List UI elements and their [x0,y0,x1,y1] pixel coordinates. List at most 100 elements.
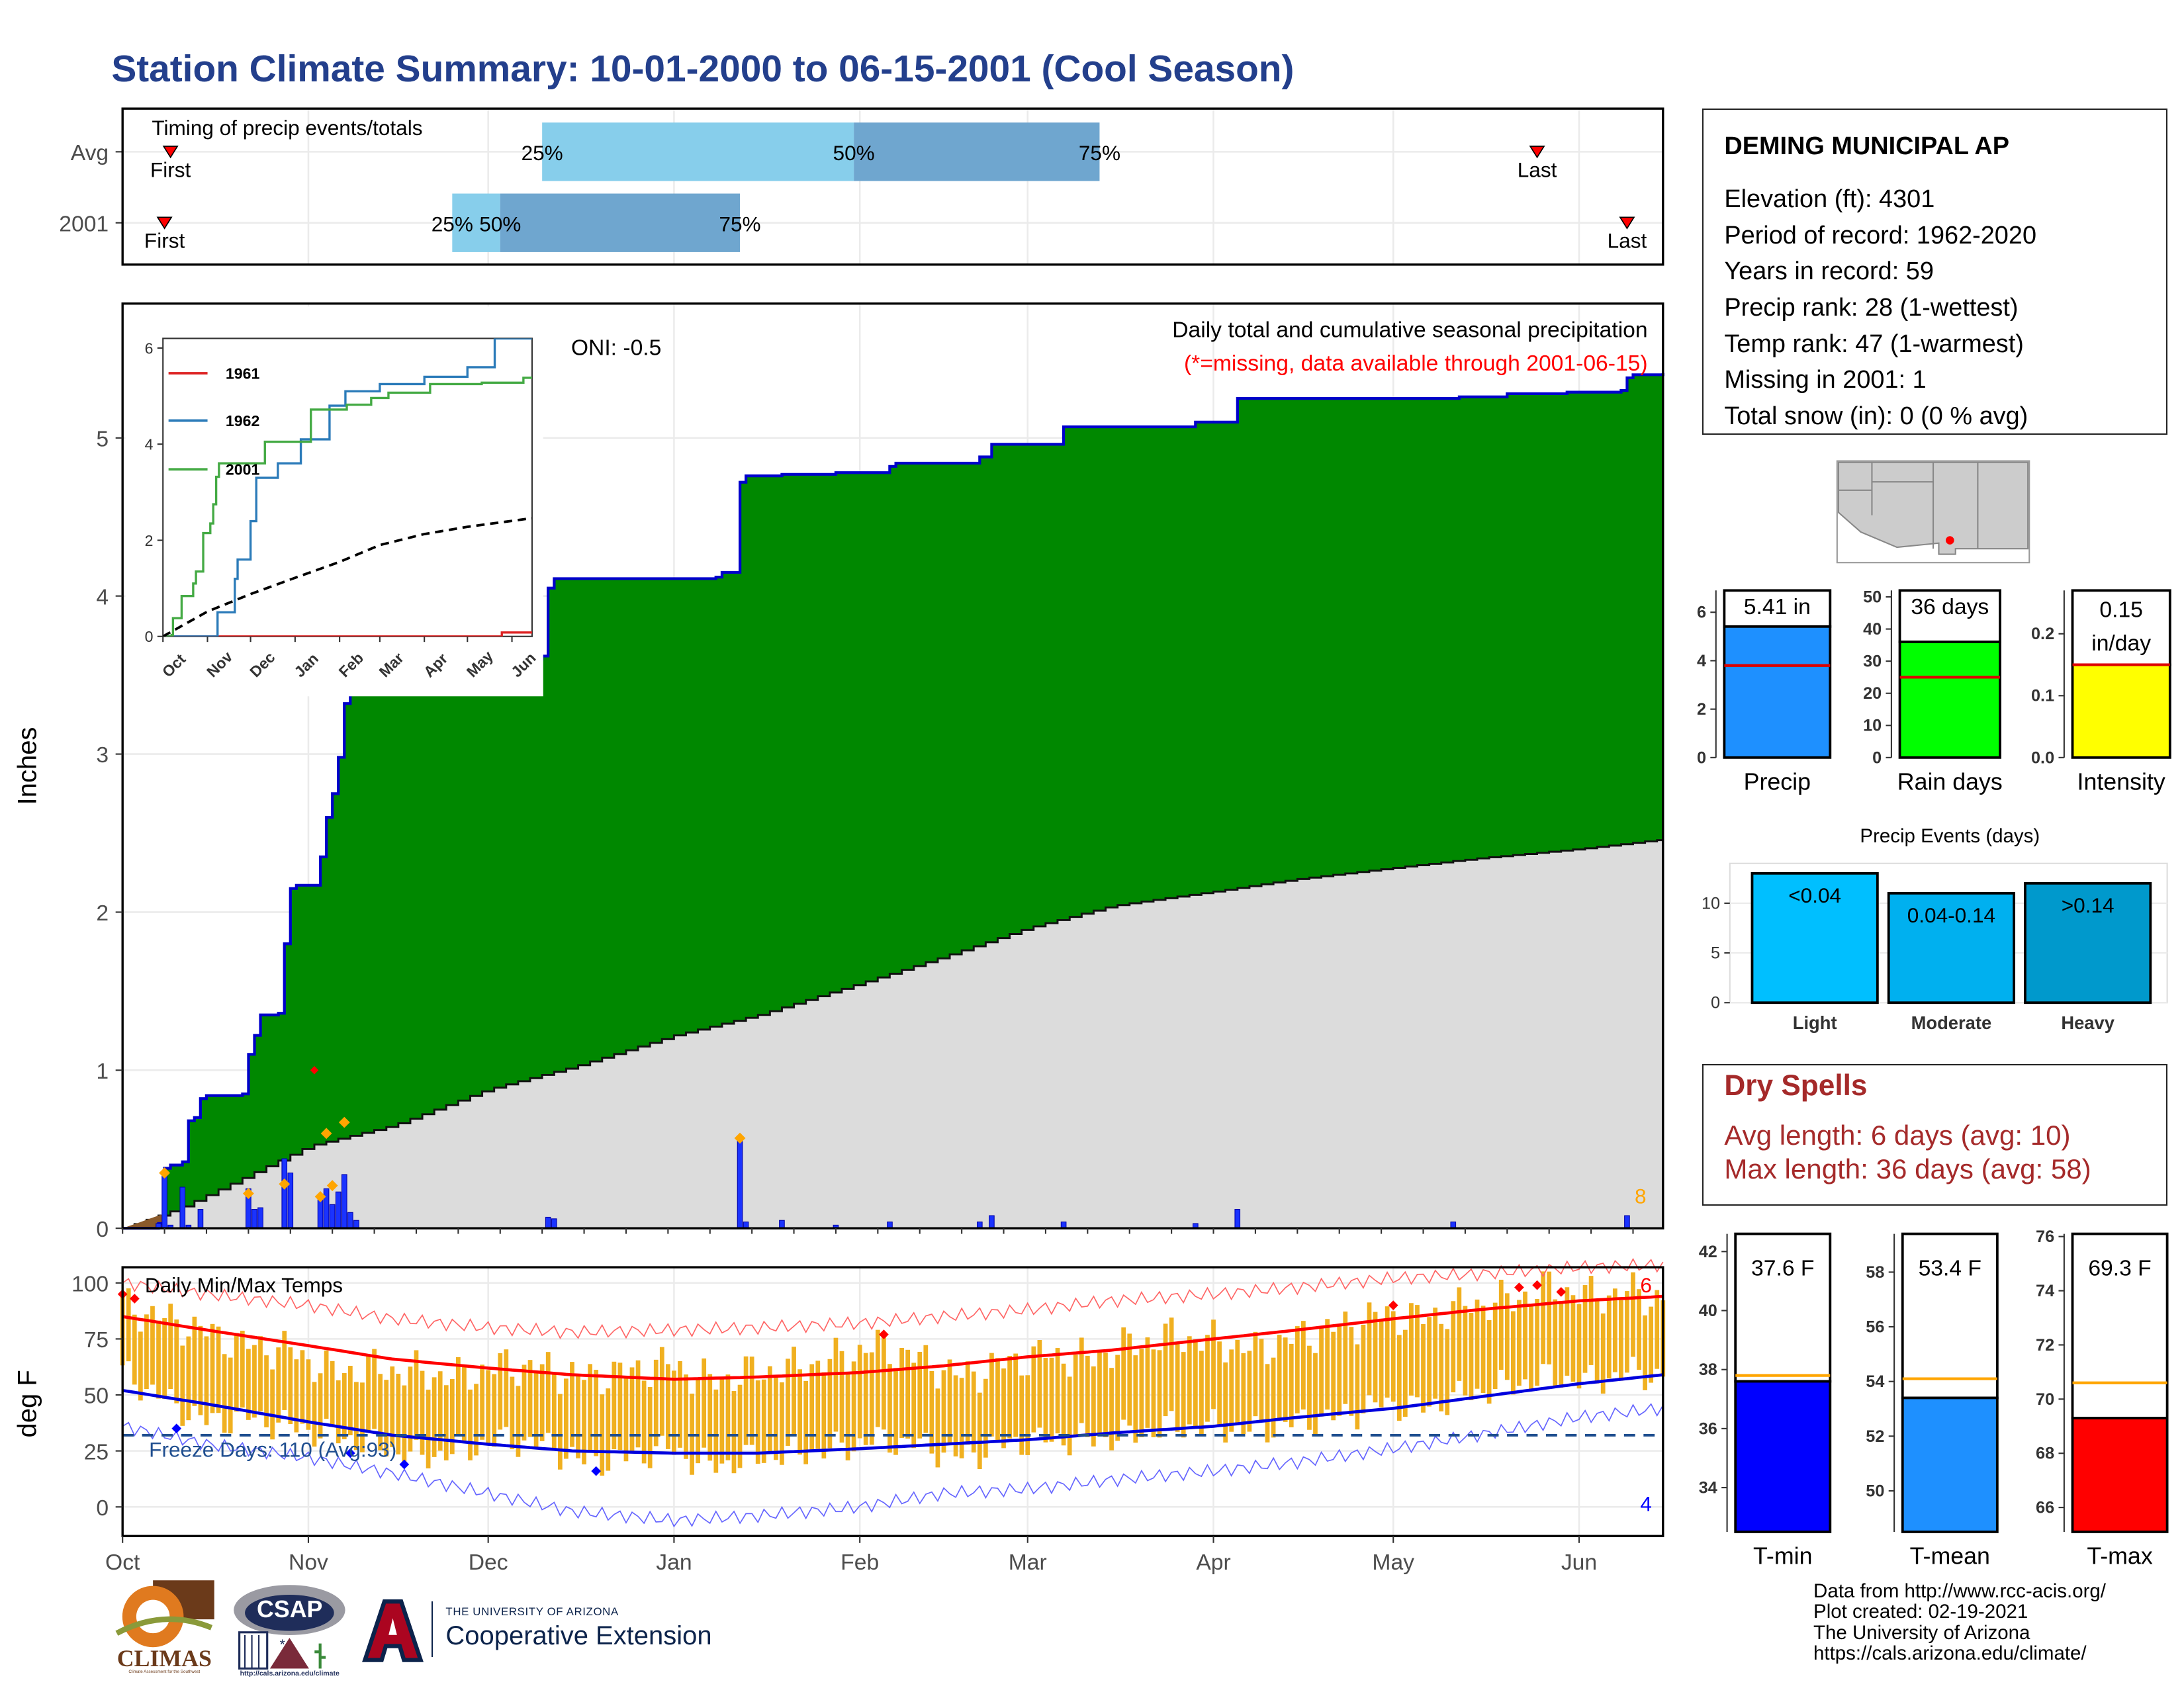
rain-days-ytick-label: 40 [1863,620,1882,639]
intensity-value-unit: in/day [2091,631,2151,656]
daily-temp-bar [600,1394,605,1476]
tmax-ytick-label: 68 [2036,1445,2054,1463]
rain-days-ytick-label: 20 [1863,684,1882,703]
inset-series-1961 [163,631,532,637]
daily-temp-bar [899,1347,904,1439]
info-years: Years in record: 59 [1724,257,1934,286]
daily-temp-bar [1181,1352,1186,1438]
events-ytick-label: 0 [1711,994,1720,1012]
daily-temp-bar [1451,1301,1456,1393]
timing-bar-late [500,193,741,252]
daily-temp-bar [492,1374,497,1447]
record-low-count: 4 [1640,1492,1652,1515]
intensity-ytick-label: 0.1 [2031,687,2054,705]
tmin-ytick-label: 36 [1699,1419,1717,1438]
info-total-snow: Total snow (in): 0 (0 % avg) [1724,402,2028,431]
last-event-label: Last [1518,157,1557,181]
dry-spells-avg: Avg length: 6 days (avg: 10) [1724,1120,2071,1151]
daily-temp-bar [1349,1327,1354,1416]
daily-temp-bar [1421,1323,1426,1413]
daily-temp-bar [1139,1349,1144,1437]
daily-temp-bar [1259,1339,1264,1422]
daily-temp-bar [1043,1358,1048,1443]
events-bar-label: 0.04-0.14 [1907,903,1995,927]
precip-ytick-label: 1 [96,1059,109,1084]
daily-temp-bar [1612,1288,1617,1372]
timing-p50-label: 50% [479,212,521,236]
tmin-category-label: T-min [1753,1542,1812,1569]
daily-temp-bar [1529,1304,1533,1390]
daily-temp-bar [522,1364,527,1441]
last-event-label: Last [1608,229,1647,253]
climas-logo[interactable]: CLIMAS Climate Assessment for the Southw… [111,1578,217,1678]
daily-temp-bar [1361,1324,1366,1413]
record-precip-marker [159,1167,171,1179]
daily-temp-bar [396,1373,401,1454]
precip-ytick-label: 2 [96,901,109,926]
daily-temp-bar [792,1347,796,1437]
events-category-label: Heavy [2061,1012,2115,1033]
daily-temp-bar [1289,1343,1294,1427]
intensity-value-label: 0.15 [2099,598,2143,622]
daily-temp-bar [402,1385,407,1466]
daily-temp-bar [1655,1290,1660,1369]
daily-temp-bar [1541,1271,1546,1364]
timing-bar-early [542,122,854,181]
daily-temp-bar [390,1366,395,1447]
daily-temp-bar [1127,1333,1132,1426]
precip-ytick-label: 5 [96,427,109,451]
record-precip-marker [242,1188,254,1200]
daily-temp-bar [1073,1355,1078,1438]
daily-temp-bar [180,1345,185,1426]
tmin-ytick-label: 42 [1699,1243,1717,1261]
daily-temp-bar [833,1337,839,1432]
daily-temp-bar [1295,1326,1300,1413]
daily-temp-bar [1049,1357,1054,1442]
map-state-borders [1838,462,1979,549]
precip-total-ytick-label: 6 [1697,603,1706,622]
rain-days-value-label: 36 days [1911,595,1989,619]
daily-temp-bar [653,1359,659,1447]
daily-temp-bar [533,1372,539,1448]
daily-temp-bar [341,1373,347,1440]
daily-temp-bar [1547,1271,1552,1364]
daily-temp-bar [372,1349,377,1429]
inset-legend-label: 2001 [226,461,260,478]
events-bar-moderate [1887,891,2016,1004]
month-xtick-label: Mar [1009,1550,1047,1575]
daily-temp-bar [863,1353,868,1445]
daily-temp-bar [623,1377,629,1462]
intensity-ytick-label: 0.2 [2031,625,2054,643]
events-category-label: Light [1793,1012,1837,1033]
daily-temp-bar [437,1371,443,1451]
daily-temp-bar [1001,1368,1006,1449]
daily-temp-bar [480,1364,484,1440]
daily-temp-bar [1067,1376,1072,1456]
csap-logo[interactable]: * CSAP http://cals.arizona.edu/climate [231,1582,348,1679]
info-temp-rank: Temp rank: 47 (1-warmest) [1724,330,2024,358]
daily-temp-bar [702,1358,707,1448]
daily-temp-bar [306,1359,311,1430]
daily-temp-bar [1553,1299,1558,1386]
rain-days-ytick-label: 50 [1863,588,1882,606]
daily-temp-bar [258,1336,263,1411]
events-bar-light [1751,871,1879,1004]
daily-temp-bar [1157,1350,1162,1438]
timing-p75-label: 75% [719,212,760,236]
daily-temp-bar [1606,1295,1612,1379]
timing-p50-label: 50% [833,141,875,165]
timing-p25-label: 25% [432,212,473,236]
month-xtick-label: Oct [105,1550,140,1575]
daily-temp-bar [845,1372,850,1460]
daily-temp-bar [288,1347,293,1425]
page-title: Station Climate Summary: 10-01-2000 to 0… [111,48,1295,90]
daily-temp-bar [1637,1289,1641,1370]
daily-temp-bar [1301,1321,1306,1410]
daily-temp-bar [1055,1348,1060,1434]
daily-temp-bar [1109,1368,1114,1451]
tmean-category-label: T-mean [1910,1542,1990,1569]
precip-total-category-label: Precip [1744,768,1811,795]
daily-temp-bar [210,1323,215,1413]
ua-cooperative-extension-logo[interactable]: THE UNIVERSITY OF ARIZONA Cooperative Ex… [359,1599,749,1663]
